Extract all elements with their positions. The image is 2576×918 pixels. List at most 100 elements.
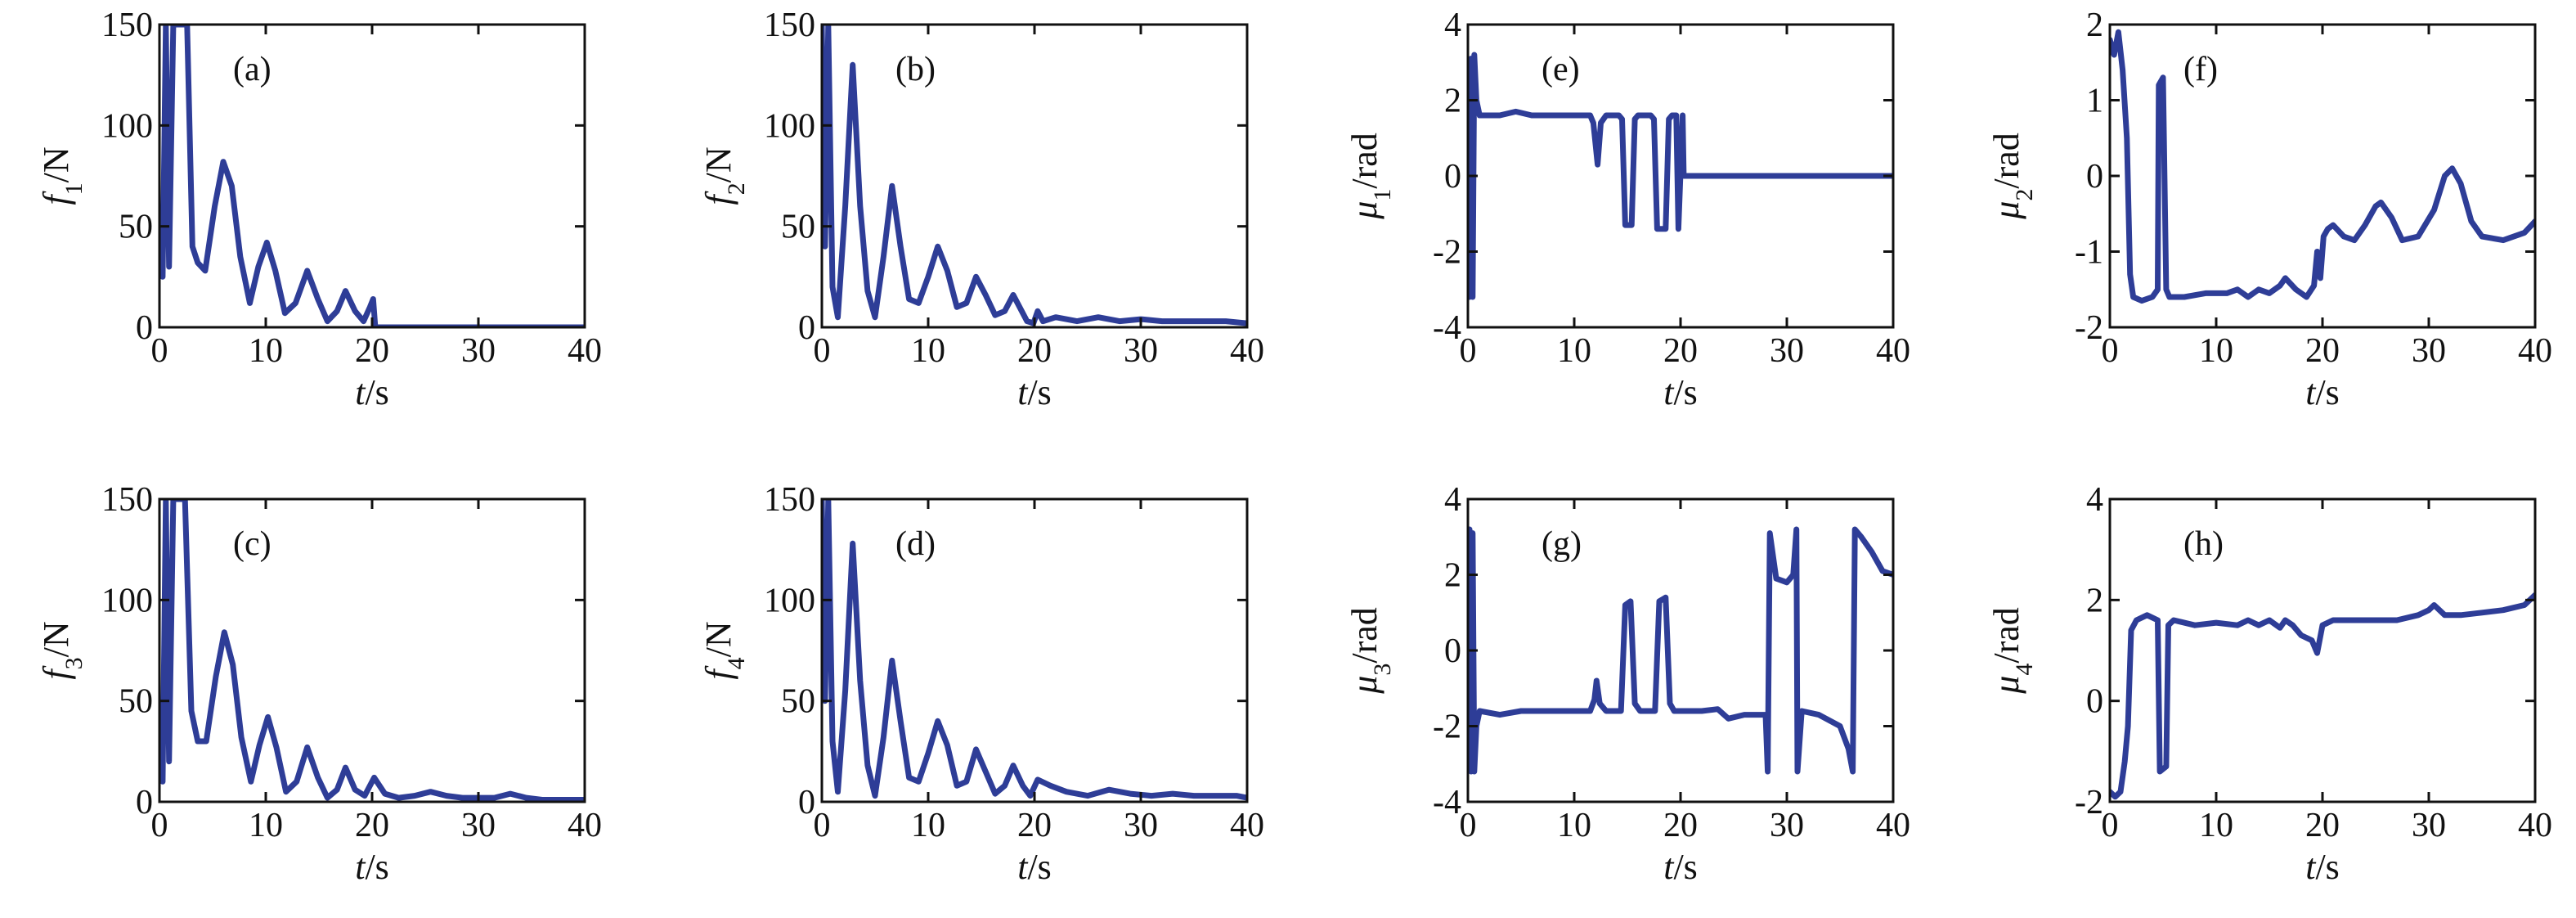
- x-tick-label-e: 0: [1460, 332, 1477, 370]
- y-tick-label-g: 0: [1444, 632, 1461, 670]
- series-line-a: [159, 25, 585, 327]
- y-tick-label-e: -2: [1433, 234, 1461, 272]
- plot-frame-b: [820, 23, 1249, 329]
- y-tick-label-f: 0: [2086, 158, 2103, 196]
- x-tick-label-f: 20: [2305, 332, 2340, 370]
- plot-frame-d: [820, 497, 1249, 803]
- y-tick-label-f: 1: [2086, 83, 2103, 120]
- chart-panel-g: 0 10 20 30 40 -4 -2 0 2 4 t/s μ3/rad (g): [1344, 481, 1910, 887]
- panel-label-d: (d): [895, 525, 936, 563]
- x-tick-label-f: 40: [2518, 332, 2552, 370]
- x-tick-label-b: 40: [1230, 332, 1264, 370]
- y-tick-label-d: 150: [764, 481, 815, 519]
- x-axis-title-g: t/s: [1663, 847, 1698, 887]
- x-tick-label-g: 0: [1460, 807, 1477, 844]
- x-tick-label-b: 10: [911, 332, 945, 370]
- series-line-c: [159, 499, 585, 802]
- y-axis-title-d: f4/N: [698, 621, 750, 679]
- x-tick-label-a: 40: [568, 332, 602, 370]
- x-tick-label-g: 40: [1876, 807, 1910, 844]
- y-tick-label-g: 4: [1444, 481, 1461, 519]
- x-tick-label-a: 20: [355, 332, 389, 370]
- series-line-b: [822, 25, 1247, 326]
- x-tick-label-g: 30: [1770, 807, 1804, 844]
- x-tick-label-c: 40: [568, 807, 602, 844]
- panel-label-a: (a): [233, 51, 272, 88]
- y-tick-label-c: 50: [119, 683, 153, 721]
- x-axis-title-e: t/s: [1663, 372, 1698, 412]
- y-tick-label-b: 150: [764, 7, 815, 44]
- x-tick-label-e: 20: [1663, 332, 1698, 370]
- chart-panel-a: 0 10 20 30 40 0 50 100 150 t/s f1/N (a): [36, 7, 602, 412]
- x-tick-label-d: 10: [911, 807, 945, 844]
- x-tick-label-c: 0: [151, 807, 168, 844]
- x-tick-label-b: 20: [1017, 332, 1052, 370]
- chart-panel-d: 0 10 20 30 40 0 50 100 150 t/s f4/N (d): [698, 481, 1264, 887]
- y-tick-label-d: 50: [781, 683, 815, 721]
- y-tick-label-e: -4: [1433, 309, 1461, 347]
- panel-label-h: (h): [2183, 525, 2224, 563]
- x-axis-title-h: t/s: [2305, 847, 2340, 887]
- y-tick-label-c: 100: [101, 582, 153, 619]
- x-tick-label-a: 0: [151, 332, 168, 370]
- y-tick-label-g: -4: [1433, 784, 1461, 821]
- plot-frame-h: [2108, 497, 2537, 803]
- plot-frame-g: [1466, 497, 1895, 803]
- y-tick-label-f: -2: [2075, 309, 2103, 347]
- panel-label-b: (b): [895, 51, 936, 88]
- y-tick-label-e: 4: [1444, 7, 1461, 44]
- y-tick-label-d: 0: [798, 784, 815, 821]
- x-axis-title-a: t/s: [355, 372, 389, 412]
- y-tick-label-a: 150: [101, 7, 153, 44]
- series-line-h: [2110, 592, 2535, 800]
- y-tick-label-b: 0: [798, 309, 815, 347]
- y-tick-label-a: 100: [101, 107, 153, 145]
- y-tick-label-f: 2: [2086, 7, 2103, 44]
- y-tick-label-c: 0: [136, 784, 153, 821]
- chart-panel-f: 0 10 20 30 40 -2 -1 0 1 2 t/s μ2/rad (f): [1986, 7, 2552, 412]
- x-tick-label-g: 10: [1557, 807, 1591, 844]
- panel-label-c: (c): [233, 525, 272, 563]
- x-tick-label-f: 30: [2412, 332, 2446, 370]
- x-tick-label-h: 0: [2102, 807, 2119, 844]
- x-tick-label-d: 30: [1124, 807, 1158, 844]
- panel-label-e: (e): [1542, 51, 1580, 88]
- y-tick-label-b: 100: [764, 107, 815, 145]
- y-tick-label-h: 0: [2086, 683, 2103, 721]
- y-axis-title-a: f1/N: [36, 146, 88, 205]
- x-tick-label-h: 20: [2305, 807, 2340, 844]
- y-tick-label-h: 2: [2086, 582, 2103, 619]
- x-tick-label-h: 40: [2518, 807, 2552, 844]
- y-tick-label-a: 50: [119, 209, 153, 246]
- panel-label-g: (g): [1542, 525, 1582, 563]
- x-tick-label-b: 0: [814, 332, 831, 370]
- y-tick-label-g: -2: [1433, 709, 1461, 746]
- x-tick-label-f: 10: [2199, 332, 2233, 370]
- x-axis-title-c: t/s: [355, 847, 389, 887]
- y-axis-title-g: μ3/rad: [1344, 607, 1396, 695]
- x-tick-label-f: 0: [2102, 332, 2119, 370]
- x-tick-label-d: 40: [1230, 807, 1264, 844]
- y-axis-title-e: μ1/rad: [1344, 133, 1396, 220]
- x-axis-title-b: t/s: [1017, 372, 1052, 412]
- x-tick-label-d: 20: [1017, 807, 1052, 844]
- y-tick-label-e: 0: [1444, 158, 1461, 196]
- plot-frame-f: [2108, 23, 2537, 329]
- x-tick-label-e: 40: [1876, 332, 1910, 370]
- x-tick-label-c: 10: [249, 807, 283, 844]
- y-tick-label-a: 0: [136, 309, 153, 347]
- y-tick-label-b: 50: [781, 209, 815, 246]
- y-tick-label-h: 4: [2086, 481, 2103, 519]
- x-tick-label-c: 20: [355, 807, 389, 844]
- series-line-e: [1468, 52, 1893, 300]
- chart-panel-b: 0 10 20 30 40 0 50 100 150 t/s f2/N (b): [698, 7, 1264, 412]
- series-line-f: [2110, 29, 2535, 304]
- series-line-g: [1468, 526, 1893, 775]
- x-tick-label-h: 30: [2412, 807, 2446, 844]
- x-tick-label-h: 10: [2199, 807, 2233, 844]
- y-axis-title-h: μ4/rad: [1986, 607, 2038, 695]
- x-tick-label-g: 20: [1663, 807, 1698, 844]
- y-axis-title-f: μ2/rad: [1986, 133, 2038, 220]
- chart-panel-c: 0 10 20 30 40 0 50 100 150 t/s f3/N (c): [36, 481, 602, 887]
